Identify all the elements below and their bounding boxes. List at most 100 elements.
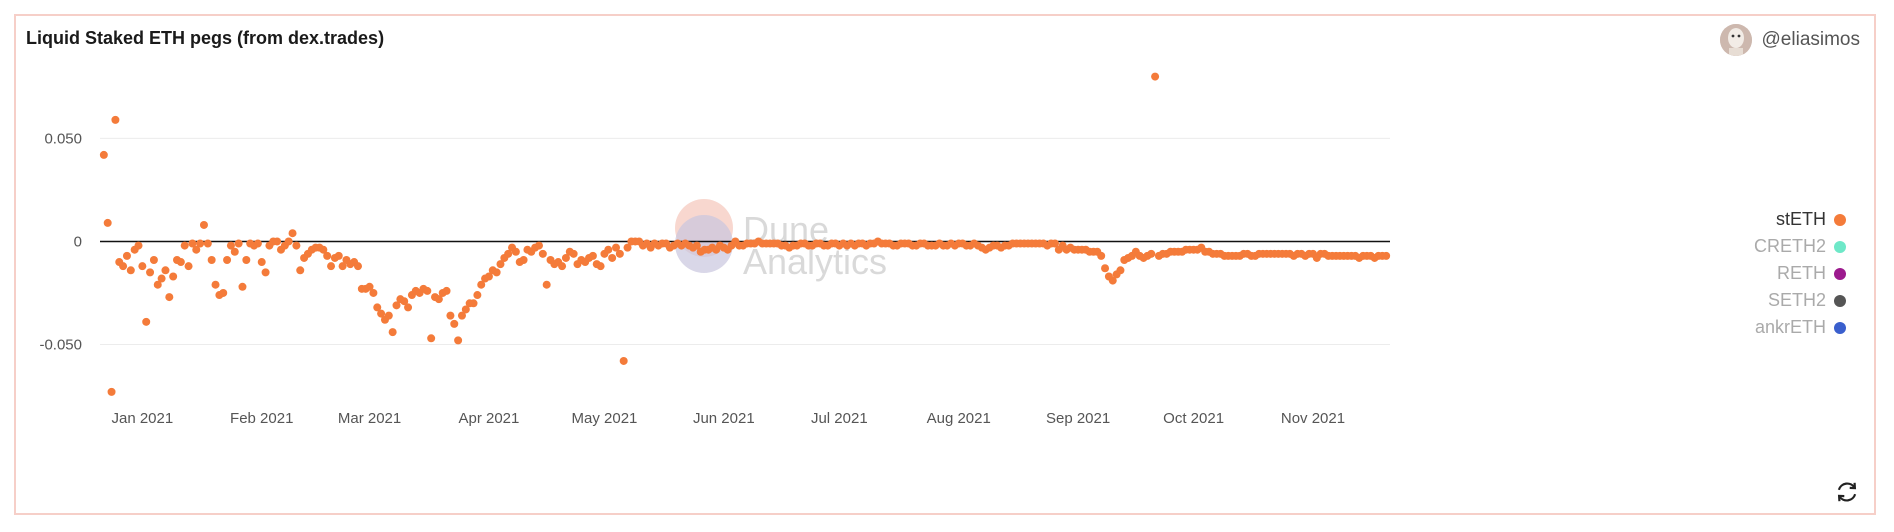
data-point[interactable] (126, 266, 135, 275)
refresh-icon[interactable] (1834, 479, 1860, 505)
data-point[interactable] (184, 262, 193, 271)
data-point[interactable] (1382, 251, 1391, 260)
data-point[interactable] (588, 251, 597, 260)
data-point[interactable] (384, 311, 393, 320)
data-point[interactable] (692, 241, 701, 250)
data-point[interactable] (142, 317, 151, 326)
data-point[interactable] (169, 272, 178, 281)
data-point[interactable] (469, 299, 478, 308)
avatar[interactable] (1719, 24, 1752, 56)
data-point[interactable] (392, 301, 401, 310)
data-point[interactable] (296, 266, 305, 275)
data-point[interactable] (230, 247, 239, 256)
data-point[interactable] (388, 328, 397, 337)
data-point[interactable] (434, 295, 443, 304)
data-point[interactable] (477, 280, 486, 289)
data-point[interactable] (161, 266, 170, 275)
data-point[interactable] (511, 247, 520, 256)
data-point[interactable] (119, 262, 128, 271)
data-point[interactable] (122, 251, 131, 260)
data-point[interactable] (1101, 264, 1110, 273)
data-point[interactable] (1097, 251, 1106, 260)
data-point[interactable] (496, 260, 505, 269)
author-name[interactable]: @eliasimos (1761, 29, 1860, 50)
data-point[interactable] (226, 241, 235, 250)
data-point[interactable] (338, 262, 347, 271)
data-point[interactable] (538, 249, 547, 258)
data-point[interactable] (153, 280, 162, 289)
data-point[interactable] (196, 239, 205, 248)
data-point[interactable] (223, 256, 232, 264)
legend-item-reth[interactable]: RETH (1754, 260, 1846, 287)
data-point[interactable] (219, 288, 228, 297)
data-point[interactable] (446, 311, 455, 320)
legend-item-creth2[interactable]: CRETH2 (1754, 233, 1846, 260)
data-point[interactable] (377, 309, 386, 318)
data-point[interactable] (373, 303, 382, 312)
legend-item-seth2[interactable]: SETH2 (1754, 287, 1846, 314)
data-point[interactable] (199, 220, 208, 229)
data-point[interactable] (542, 280, 551, 289)
data-point[interactable] (146, 268, 155, 277)
data-point[interactable] (1050, 239, 1059, 248)
data-point[interactable] (165, 293, 174, 302)
data-point[interactable] (457, 311, 466, 320)
data-point[interactable] (504, 249, 513, 258)
data-point[interactable] (334, 251, 343, 260)
data-point[interactable] (188, 239, 197, 248)
data-point[interactable] (203, 239, 212, 248)
data-point[interactable] (257, 258, 266, 267)
data-point[interactable] (149, 256, 158, 264)
data-point[interactable] (365, 282, 374, 291)
data-point[interactable] (427, 334, 436, 343)
data-point[interactable] (207, 256, 216, 264)
data-point[interactable] (323, 251, 332, 260)
data-point[interactable] (238, 282, 247, 291)
data-point[interactable] (569, 249, 578, 258)
data-point[interactable] (99, 150, 108, 159)
data-point[interactable] (442, 286, 451, 295)
data-point[interactable] (623, 243, 632, 252)
data-point[interactable] (354, 262, 362, 271)
data-point[interactable] (604, 245, 613, 254)
data-point[interactable] (261, 268, 270, 277)
data-point[interactable] (454, 336, 463, 345)
data-point[interactable] (253, 239, 262, 248)
data-point[interactable] (484, 272, 493, 281)
data-point[interactable] (1147, 249, 1156, 258)
data-point[interactable] (211, 280, 220, 289)
data-point[interactable] (176, 258, 185, 267)
data-point[interactable] (450, 319, 459, 328)
legend-item-ankreth[interactable]: ankrETH (1754, 314, 1846, 341)
data-point[interactable] (619, 356, 628, 365)
data-point[interactable] (319, 245, 328, 254)
data-point[interactable] (473, 291, 482, 300)
data-point[interactable] (596, 262, 605, 271)
data-point[interactable] (519, 256, 528, 264)
data-point[interactable] (107, 387, 116, 396)
data-point[interactable] (288, 229, 297, 238)
data-point[interactable] (134, 241, 143, 250)
data-point[interactable] (558, 262, 567, 271)
data-point[interactable] (273, 237, 282, 246)
data-point[interactable] (1151, 72, 1160, 81)
data-point[interactable] (1116, 266, 1125, 275)
data-point[interactable] (612, 243, 620, 252)
data-point[interactable] (404, 303, 413, 312)
data-point[interactable] (192, 245, 201, 254)
data-point[interactable] (242, 256, 251, 264)
data-point[interactable] (292, 241, 301, 250)
data-point[interactable] (492, 268, 501, 277)
legend-item-steth[interactable]: stETH (1754, 206, 1846, 233)
data-point[interactable] (111, 115, 120, 124)
data-point[interactable] (103, 218, 112, 227)
data-point[interactable] (138, 262, 147, 271)
data-point[interactable] (423, 286, 432, 295)
data-point[interactable] (369, 288, 378, 297)
data-point[interactable] (1108, 276, 1117, 285)
data-point[interactable] (615, 249, 624, 258)
data-point[interactable] (461, 305, 470, 314)
author-badge[interactable]: @eliasimos (1719, 24, 1860, 56)
data-point[interactable] (284, 237, 293, 246)
data-point[interactable] (608, 253, 617, 262)
